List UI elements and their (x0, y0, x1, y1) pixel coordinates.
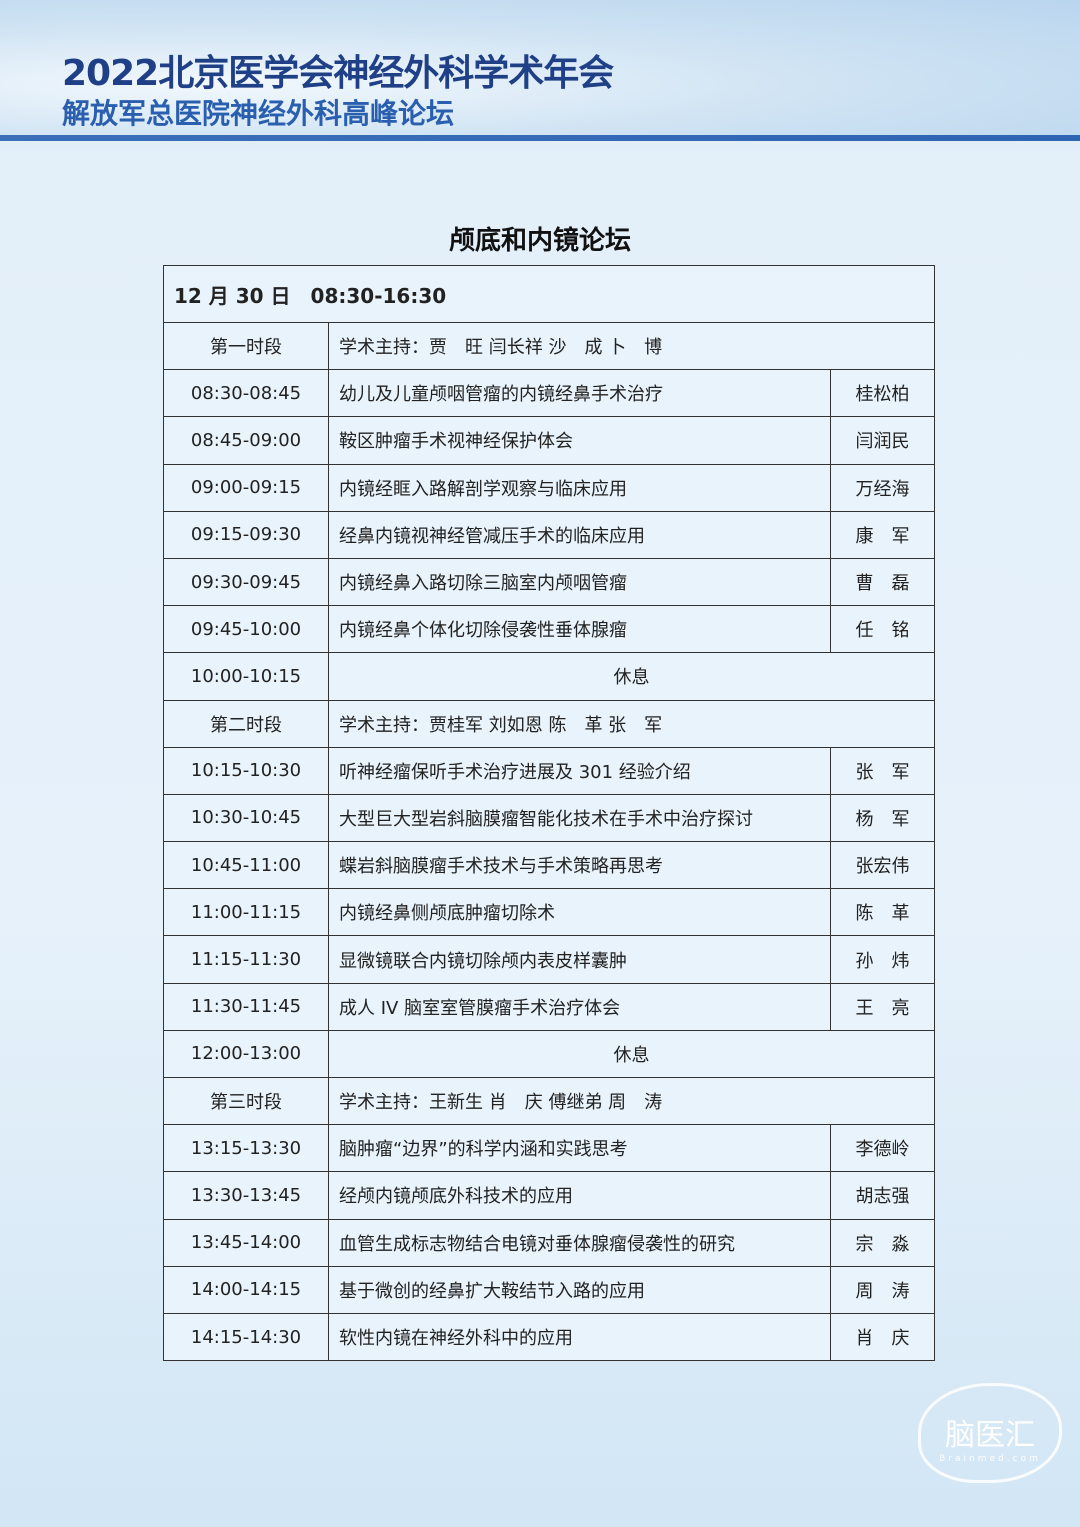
table-row: 10:45-11:00 蝶岩斜脑膜瘤手术技术与手术策略再思考 张宏伟 (163, 841, 935, 890)
watermark-text: 脑医汇 (945, 1418, 1035, 1453)
speaker-cell: 王 亮 (830, 982, 935, 1031)
speaker-cell: 周 涛 (830, 1265, 935, 1314)
break-row: 12:00-13:00 休息 (163, 1029, 935, 1079)
table-row: 13:15-13:30 脑肿瘤“边界”的科学内涵和实践思考 李德岭 (163, 1124, 935, 1173)
topic-cell: 成人 IV 脑室室管膜瘤手术治疗体会 (328, 982, 831, 1031)
speaker-cell: 陈 革 (830, 888, 935, 937)
conference-subtitle: 解放军总医院神经外科高峰论坛 (62, 97, 455, 130)
speaker-cell: 张宏伟 (830, 841, 935, 890)
table-row: 14:15-14:30 软性内镜在神经外科中的应用肖 庆 (163, 1312, 935, 1362)
time-cell: 09:30-09:45 (163, 557, 329, 607)
schedule-table: 12 月 30 日 08:30-16:30 第一时段 学术主持：贾 旺 闫长祥 沙… (163, 265, 935, 1362)
speaker-cell: 胡志强 (830, 1171, 935, 1220)
table-row: 09:45-10:00 内镜经鼻个体化切除侵袭性垂体腺瘤任 铭 (163, 605, 935, 654)
time-cell: 09:15-09:30 (163, 510, 329, 559)
speaker-cell: 万经海 (830, 463, 935, 512)
speaker-cell: 康 军 (830, 510, 935, 559)
topic-cell: 血管生成标志物结合电镜对垂体腺瘤侵袭性的研究 (328, 1218, 831, 1267)
header-banner: 2022北京医学会神经外科学术年会 解放军总医院神经外科高峰论坛 (0, 0, 1080, 140)
speaker-cell: 宗 淼 (830, 1218, 935, 1267)
speaker-cell: 张 军 (830, 746, 935, 795)
watermark-sub: Brainmed.com (939, 1454, 1041, 1464)
speaker-cell: 曹 磊 (830, 557, 935, 607)
table-row: 10:30-10:45 大型巨大型岩斜脑膜瘤智能化技术在手术中治疗探讨杨 军 (163, 793, 935, 843)
topic-cell: 经颅内镜颅底外科技术的应用 (328, 1171, 831, 1220)
topic-cell: 经鼻内镜视神经管减压手术的临床应用 (328, 510, 831, 559)
time-cell: 第一时段 (163, 321, 329, 371)
time-cell: 09:45-10:00 (163, 605, 329, 654)
time-cell: 08:30-08:45 (163, 369, 329, 418)
topic-cell: 蝶岩斜脑膜瘤手术技术与手术策略再思考 (328, 841, 831, 890)
topic-cell: 脑肿瘤“边界”的科学内涵和实践思考 (328, 1124, 831, 1173)
table-row: 11:30-11:45 成人 IV 脑室室管膜瘤手术治疗体会王 亮 (163, 982, 935, 1031)
page-title: 颅底和内镜论坛 (448, 226, 631, 256)
topic-cell: 软性内镜在神经外科中的应用 (328, 1312, 831, 1362)
time-cell: 11:30-11:45 (163, 982, 329, 1031)
conference-title: 2022北京医学会神经外科学术年会 (62, 53, 614, 94)
speaker-cell: 孙 炜 (830, 935, 935, 984)
date-time: 12 月 30 日 08:30-16:30 (163, 265, 935, 323)
speaker-cell: 杨 军 (830, 793, 935, 843)
table-row: 09:30-09:45 内镜经鼻入路切除三脑室内颅咽管瘤曹 磊 (163, 557, 935, 607)
table-row: 11:15-11:30 显微镜联合内镜切除颅内表皮样囊肿孙 炜 (163, 935, 935, 984)
time-cell: 13:15-13:30 (163, 1124, 329, 1173)
topic-cell: 内镜经鼻入路切除三脑室内颅咽管瘤 (328, 557, 831, 607)
section-row: 第一时段 学术主持：贾 旺 闫长祥 沙 成 卜 博 (163, 321, 935, 371)
topic-cell: 显微镜联合内镜切除颅内表皮样囊肿 (328, 935, 831, 984)
hosts-cell: 学术主持：贾桂军 刘如恩 陈 革 张 军 (328, 699, 935, 748)
table-row: 09:00-09:15 内镜经眶入路解剖学观察与临床应用 万经海 (163, 463, 935, 512)
topic-cell: 听神经瘤保听手术治疗进展及 301 经验介绍 (328, 746, 831, 795)
speaker-cell: 桂松柏 (830, 369, 935, 418)
speaker-cell: 肖 庆 (830, 1312, 935, 1362)
break-cell: 休息 (328, 652, 935, 701)
time-cell: 10:00-10:15 (163, 652, 329, 701)
time-cell: 第二时段 (163, 699, 329, 748)
table-row: 08:30-08:45 幼儿及儿童颅咽管瘤的内镜经鼻手术治疗 桂松柏 (163, 369, 935, 418)
hosts-cell: 学术主持：王新生 肖 庆 傅继弟 周 涛 (328, 1076, 935, 1126)
topic-cell: 鞍区肿瘤手术视神经保护体会 (328, 416, 831, 465)
time-cell: 11:00-11:15 (163, 888, 329, 937)
table-row: 11:00-11:15 内镜经鼻侧颅底肿瘤切除术陈 革 (163, 888, 935, 937)
topic-cell: 幼儿及儿童颅咽管瘤的内镜经鼻手术治疗 (328, 369, 831, 418)
time-cell: 第三时段 (163, 1076, 329, 1126)
time-cell: 09:00-09:15 (163, 463, 329, 512)
break-cell: 休息 (328, 1029, 935, 1079)
time-cell: 10:15-10:30 (163, 746, 329, 795)
break-row: 10:00-10:15 休息 (163, 652, 935, 701)
speaker-cell: 李德岭 (830, 1124, 935, 1173)
time-cell: 10:30-10:45 (163, 793, 329, 843)
topic-cell: 内镜经鼻个体化切除侵袭性垂体腺瘤 (328, 605, 831, 654)
topic-cell: 基于微创的经鼻扩大鞍结节入路的应用 (328, 1265, 831, 1314)
section-row: 第二时段 学术主持：贾桂军 刘如恩 陈 革 张 军 (163, 699, 935, 748)
time-cell: 13:30-13:45 (163, 1171, 329, 1220)
table-row: 13:30-13:45 经颅内镜颅底外科技术的应用 胡志强 (163, 1171, 935, 1220)
time-cell: 08:45-09:00 (163, 416, 329, 465)
table-row: 10:15-10:30 听神经瘤保听手术治疗进展及 301 经验介绍张 军 (163, 746, 935, 795)
table-row: 09:15-09:30 经鼻内镜视神经管减压手术的临床应用康 军 (163, 510, 935, 559)
table-row: 14:00-14:15 基于微创的经鼻扩大鞍结节入路的应用周 涛 (163, 1265, 935, 1314)
time-cell: 13:45-14:00 (163, 1218, 329, 1267)
time-cell: 14:00-14:15 (163, 1265, 329, 1314)
speaker-cell: 闫润民 (830, 416, 935, 465)
section-row: 第三时段 学术主持：王新生 肖 庆 傅继弟 周 涛 (163, 1076, 935, 1126)
header-divider (0, 135, 1080, 141)
watermark-logo: 脑医汇 Brainmed.com (918, 1383, 1062, 1483)
topic-cell: 内镜经鼻侧颅底肿瘤切除术 (328, 888, 831, 937)
time-cell: 11:15-11:30 (163, 935, 329, 984)
topic-cell: 大型巨大型岩斜脑膜瘤智能化技术在手术中治疗探讨 (328, 793, 831, 843)
topic-cell: 内镜经眶入路解剖学观察与临床应用 (328, 463, 831, 512)
time-cell: 12:00-13:00 (163, 1029, 329, 1079)
speaker-cell: 任 铭 (830, 605, 935, 654)
time-cell: 14:15-14:30 (163, 1312, 329, 1362)
table-row: 08:45-09:00 鞍区肿瘤手术视神经保护体会 闫润民 (163, 416, 935, 465)
time-cell: 10:45-11:00 (163, 841, 329, 890)
table-row: 13:45-14:00 血管生成标志物结合电镜对垂体腺瘤侵袭性的研究宗 淼 (163, 1218, 935, 1267)
hosts-cell: 学术主持：贾 旺 闫长祥 沙 成 卜 博 (328, 321, 935, 371)
date-row: 12 月 30 日 08:30-16:30 (163, 265, 935, 323)
